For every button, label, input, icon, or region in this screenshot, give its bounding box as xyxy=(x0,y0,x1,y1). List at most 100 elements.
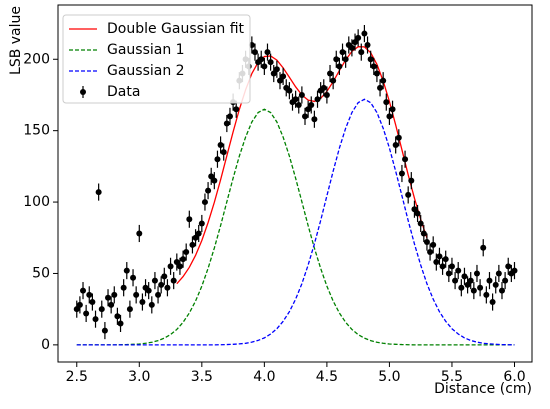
data-point xyxy=(511,267,518,274)
data-point xyxy=(505,263,512,270)
data-point xyxy=(477,284,484,291)
data-point xyxy=(483,291,490,298)
data-point xyxy=(498,287,505,294)
data-point xyxy=(280,73,287,80)
x-tick-label: 3.5 xyxy=(191,369,213,385)
data-point xyxy=(455,267,462,274)
data-point xyxy=(473,270,480,277)
data-point xyxy=(330,77,337,84)
data-point xyxy=(292,96,299,103)
data-point xyxy=(151,277,158,284)
data-point xyxy=(355,34,362,41)
x-tick-label: 4.0 xyxy=(253,369,275,385)
data-point xyxy=(298,91,305,98)
data-point xyxy=(105,294,112,301)
data-point xyxy=(458,284,465,291)
data-point xyxy=(308,101,315,108)
data-point xyxy=(408,177,415,184)
data-point xyxy=(73,306,80,313)
data-point xyxy=(108,301,115,308)
legend-label: Data xyxy=(107,84,140,100)
y-tick-label: 150 xyxy=(23,123,50,139)
data-point xyxy=(411,206,418,213)
data-point xyxy=(361,30,368,37)
data-point xyxy=(139,299,146,306)
data-point xyxy=(145,287,152,294)
data-point xyxy=(198,220,205,227)
x-tick-label: 6.0 xyxy=(503,369,525,385)
data-point xyxy=(333,56,340,63)
data-point xyxy=(305,106,312,113)
data-point xyxy=(120,284,127,291)
data-point xyxy=(489,299,496,306)
x-tick-label: 2.5 xyxy=(66,369,88,385)
data-point xyxy=(189,241,196,248)
y-tick-label: 200 xyxy=(23,51,50,67)
data-point xyxy=(233,106,240,113)
y-axis-label: LSB value xyxy=(8,6,24,75)
data-point xyxy=(448,263,455,270)
data-point xyxy=(286,87,293,94)
data-point xyxy=(367,56,374,63)
data-point xyxy=(464,281,471,288)
data-point xyxy=(167,263,174,270)
data-point xyxy=(217,141,224,148)
data-point xyxy=(327,70,334,77)
data-point xyxy=(320,84,327,91)
data-point xyxy=(83,310,90,317)
data-point xyxy=(405,191,412,198)
data-point xyxy=(452,277,459,284)
data-point xyxy=(430,241,437,248)
data-point xyxy=(180,256,187,263)
data-point xyxy=(98,306,105,313)
data-point xyxy=(392,141,399,148)
data-point xyxy=(352,39,359,46)
y-tick-label: 100 xyxy=(23,194,50,210)
data-point xyxy=(176,263,183,270)
data-point xyxy=(420,230,427,237)
data-point xyxy=(214,156,221,163)
data-point xyxy=(486,277,493,284)
data-point xyxy=(267,59,274,66)
legend-label: Double Gaussian fit xyxy=(107,21,245,37)
data-point xyxy=(427,249,434,256)
data-point xyxy=(502,277,509,284)
data-point xyxy=(86,291,93,298)
data-point xyxy=(439,263,446,270)
data-point xyxy=(467,277,474,284)
data-point xyxy=(192,234,199,241)
data-point xyxy=(148,301,155,308)
data-point xyxy=(264,49,271,56)
data-point xyxy=(223,120,230,127)
data-point xyxy=(389,106,396,113)
data-point xyxy=(164,284,171,291)
data-point xyxy=(258,56,265,63)
data-point xyxy=(373,70,380,77)
data-point xyxy=(251,49,258,56)
data-point xyxy=(173,259,180,266)
data-point xyxy=(302,113,309,120)
data-point xyxy=(445,270,452,277)
data-point xyxy=(295,101,302,108)
data-point xyxy=(123,267,130,274)
data-point xyxy=(495,270,502,277)
legend-label: Gaussian 2 xyxy=(107,63,185,79)
data-point xyxy=(470,287,477,294)
data-point xyxy=(492,281,499,288)
data-point xyxy=(170,277,177,284)
data-point xyxy=(92,316,99,323)
data-point xyxy=(208,173,215,180)
data-point xyxy=(386,113,393,120)
line-series xyxy=(76,108,515,346)
data-point xyxy=(380,77,387,84)
data-point xyxy=(220,149,227,156)
x-tick-label: 5.0 xyxy=(378,369,400,385)
y-tick-label: 0 xyxy=(41,337,50,353)
data-point xyxy=(114,313,121,320)
data-point xyxy=(314,96,321,103)
data-point xyxy=(370,63,377,70)
x-tick-label: 4.5 xyxy=(316,369,338,385)
x-tick-label: 3.0 xyxy=(128,369,150,385)
legend: Double Gaussian fit Gaussian 1 Gaussian 2 D… xyxy=(62,14,251,104)
